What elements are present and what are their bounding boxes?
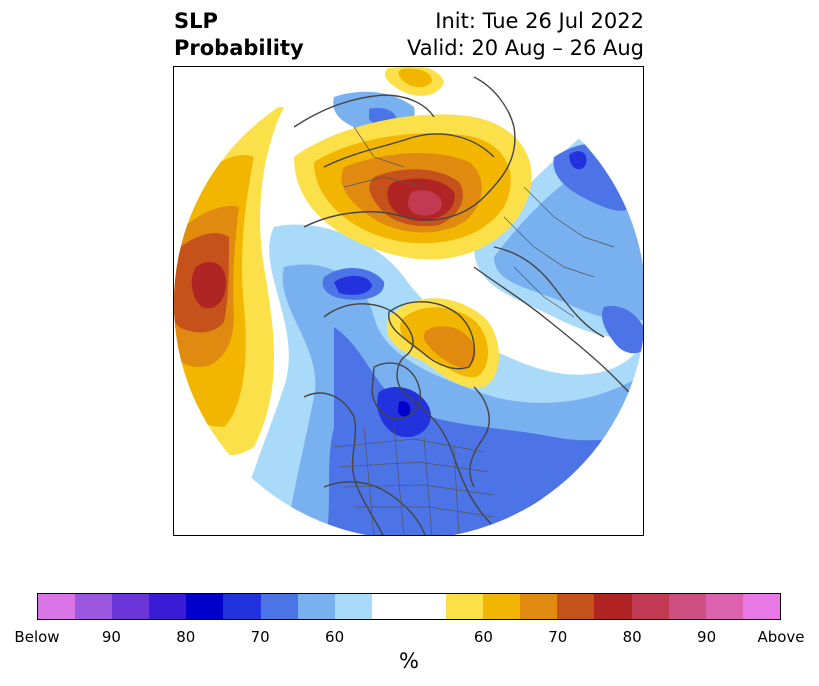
colorbar-tick-label: 60 <box>473 628 493 646</box>
colorbar-segment <box>520 594 558 619</box>
colorbar <box>37 593 781 620</box>
colorbar-segment <box>483 594 521 619</box>
colorbar-segment <box>557 594 595 619</box>
colorbar-segment <box>408 594 447 619</box>
colorbar-segment <box>668 594 706 619</box>
colorbar-segment <box>75 594 113 619</box>
valid-range: Valid: 20 Aug – 26 Aug <box>406 36 644 60</box>
below-region-namerica-dark <box>398 401 411 417</box>
colorbar-tick-label: 70 <box>548 628 568 646</box>
colorbar-tick-label: 90 <box>697 628 717 646</box>
colorbar-segment <box>223 594 261 619</box>
above-region-arctic-gold <box>398 68 432 88</box>
colorbar-segment <box>112 594 150 619</box>
title-variable: SLP <box>174 9 218 33</box>
above-region-siberia-core <box>408 190 442 216</box>
colorbar-tick-label: 80 <box>176 628 196 646</box>
colorbar-segment <box>446 594 484 619</box>
colorbar-tick-label: Below <box>14 628 60 646</box>
colorbar-segment <box>186 594 224 619</box>
map-panel <box>173 66 644 536</box>
borders <box>333 126 615 535</box>
colorbar-segment <box>260 594 298 619</box>
below-region-pacific <box>602 306 643 354</box>
colorbar-tick-label: Above <box>757 628 805 646</box>
colorbar-tick-label: 80 <box>622 628 642 646</box>
colorbar-tick-label: 70 <box>250 628 270 646</box>
colorbar-segment <box>149 594 187 619</box>
above-region-pacific-core <box>191 262 226 309</box>
below-region-atlantic-core <box>334 275 372 295</box>
probability-map <box>174 67 643 535</box>
colorbar-segment <box>742 594 780 619</box>
title-product: Probability <box>174 36 304 60</box>
colorbar-tick-label: 60 <box>325 628 345 646</box>
title-left: SLP Probability <box>174 8 304 62</box>
colorbar-segment <box>38 594 76 619</box>
colorbar-segment <box>297 594 335 619</box>
colorbar-segment <box>594 594 632 619</box>
title-right: Init: Tue 26 Jul 2022 Valid: 20 Aug – 26… <box>407 8 644 62</box>
colorbar-tick-label: 90 <box>101 628 121 646</box>
colorbar-segment <box>631 594 669 619</box>
below-region-asia-dark <box>569 151 587 170</box>
init-date: Init: Tue 26 Jul 2022 <box>435 9 644 33</box>
colorbar-segment <box>371 594 409 619</box>
colorbar-segment <box>334 594 372 619</box>
above-region-greenland-core <box>423 326 476 368</box>
colorbar-segment <box>705 594 743 619</box>
colorbar-unit: % <box>399 649 419 673</box>
map-globe <box>174 67 643 535</box>
